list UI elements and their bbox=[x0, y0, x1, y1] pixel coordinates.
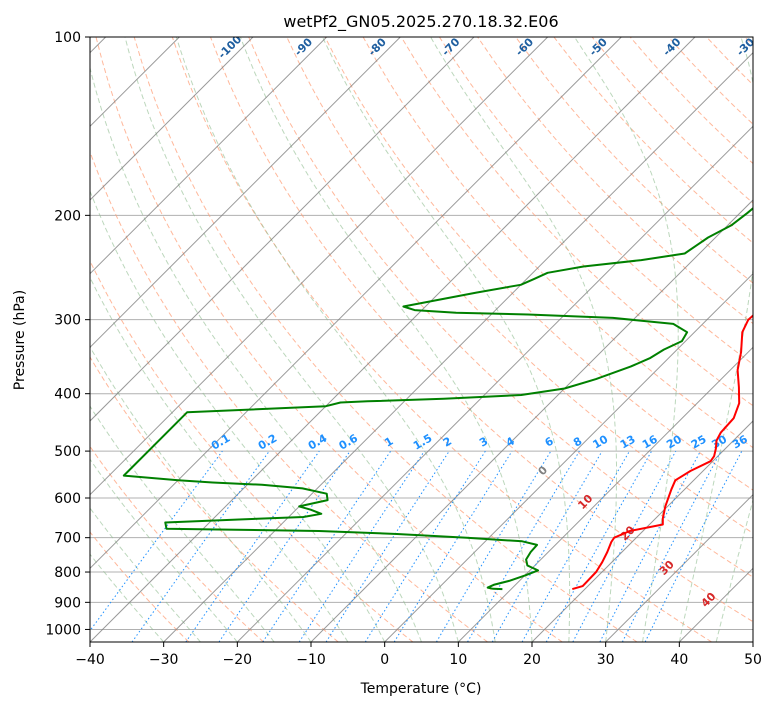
moist-adiabat-line bbox=[90, 405, 275, 642]
dry-adiabat-line bbox=[324, 37, 753, 491]
dry-adiabat-line bbox=[133, 37, 638, 642]
isotherm-line bbox=[310, 199, 753, 642]
y-axis-label: Pressure (hPa) bbox=[12, 290, 28, 390]
dry-adiabat-line bbox=[90, 445, 264, 642]
dry-adiabat-line bbox=[248, 37, 753, 578]
x-tick-label: 50 bbox=[744, 652, 762, 668]
mixing-ratio-line bbox=[325, 450, 450, 642]
mixing-ratio-line bbox=[572, 450, 677, 642]
moist-adiabat-line bbox=[90, 458, 238, 642]
isotherm-line bbox=[90, 37, 696, 642]
dry-adiabat-line bbox=[515, 37, 753, 284]
x-tick-label: 10 bbox=[449, 652, 467, 668]
isotherm-line bbox=[90, 37, 254, 201]
mixing-ratio-line bbox=[262, 450, 392, 642]
y-axis: 1000 900 800 700 600 500 400 300 200 100 bbox=[45, 30, 90, 638]
dry-adiabat-line bbox=[90, 356, 339, 642]
y-tick-label: 500 bbox=[54, 444, 81, 460]
isotherm-line bbox=[531, 420, 753, 642]
dry-adiabat-line bbox=[90, 531, 190, 642]
y-tick-label: 900 bbox=[54, 595, 81, 611]
isotherm-line bbox=[90, 37, 401, 349]
x-tick-label: −30 bbox=[149, 652, 179, 668]
dry-adiabats bbox=[90, 37, 753, 642]
moist-adiabats bbox=[90, 37, 753, 642]
moist-adiabat-line bbox=[175, 37, 496, 642]
mixing-ratio-line bbox=[90, 450, 223, 632]
isotherm-line bbox=[384, 272, 753, 642]
mixing-ratio-line bbox=[218, 450, 351, 642]
dry-adiabat-line bbox=[400, 37, 753, 407]
x-tick-label: −20 bbox=[223, 652, 253, 668]
y-tick-label: 800 bbox=[54, 565, 81, 581]
isotherm-line bbox=[90, 37, 622, 570]
isotherm-line bbox=[90, 37, 475, 422]
y-tick-label: 200 bbox=[54, 208, 81, 224]
isotherm-line bbox=[163, 51, 753, 642]
dewpoint-profile bbox=[122, 207, 753, 591]
moist-adiabat-line bbox=[90, 276, 349, 642]
isotherm-line bbox=[605, 493, 753, 642]
x-tick-label: −40 bbox=[75, 652, 105, 668]
mixing-ratio-line bbox=[644, 450, 743, 642]
temperature-profile bbox=[572, 314, 753, 591]
moist-adiabat-line bbox=[678, 37, 753, 642]
isotherm-line bbox=[236, 125, 753, 642]
y-tick-label: 100 bbox=[54, 30, 81, 46]
mixing-ratio-line bbox=[545, 450, 653, 642]
mixing-ratio-line bbox=[521, 450, 630, 642]
y-tick-label: 600 bbox=[54, 491, 81, 507]
moist-adiabat-line bbox=[90, 65, 422, 642]
x-tick-label: 20 bbox=[523, 652, 541, 668]
mixing-ratio-line bbox=[185, 450, 320, 642]
x-tick-label: 30 bbox=[597, 652, 615, 668]
moist-adiabat-line bbox=[90, 189, 386, 642]
isotherm-line bbox=[90, 37, 328, 275]
mixing-ratio-line bbox=[298, 450, 425, 642]
x-axis: −40 −30 −20 −10 0 10 20 30 40 50 bbox=[75, 642, 762, 668]
x-tick-label: 0 bbox=[380, 652, 389, 668]
x-axis-label: Temperature (°C) bbox=[360, 681, 482, 697]
dry-adiabat-line bbox=[171, 37, 712, 642]
moist-adiabat-line bbox=[715, 498, 753, 642]
mixing-ratio-lines bbox=[90, 450, 743, 642]
isotherm-line bbox=[90, 37, 549, 496]
mixing-ratio-line bbox=[131, 450, 270, 642]
moist-adiabat-line bbox=[322, 37, 571, 642]
x-tick-label: −10 bbox=[296, 652, 326, 668]
isotherm-line bbox=[457, 346, 753, 642]
dry-adiabat-line bbox=[438, 37, 753, 366]
moist-adiabat-line bbox=[239, 37, 533, 642]
y-tick-label: 300 bbox=[54, 313, 81, 329]
plot-frame bbox=[89, 36, 754, 643]
x-tick-label: 40 bbox=[670, 652, 688, 668]
y-tick-label: 1000 bbox=[45, 622, 81, 638]
dry-adiabat-line bbox=[95, 37, 563, 642]
isotherms bbox=[90, 37, 753, 642]
sounding-profiles bbox=[122, 207, 753, 591]
mixing-ratio-line bbox=[393, 450, 513, 642]
y-tick-label: 700 bbox=[54, 531, 81, 547]
moist-adiabat-line bbox=[574, 37, 679, 642]
moist-adiabat-line bbox=[124, 37, 459, 642]
moist-adiabat-line bbox=[430, 37, 617, 642]
chart-title: wetPf2_GN05.2025.270.18.32.E06 bbox=[283, 12, 558, 32]
dry-adiabat-line bbox=[90, 150, 488, 642]
y-tick-label: 400 bbox=[54, 387, 81, 403]
dry-adiabat-line bbox=[210, 37, 753, 623]
